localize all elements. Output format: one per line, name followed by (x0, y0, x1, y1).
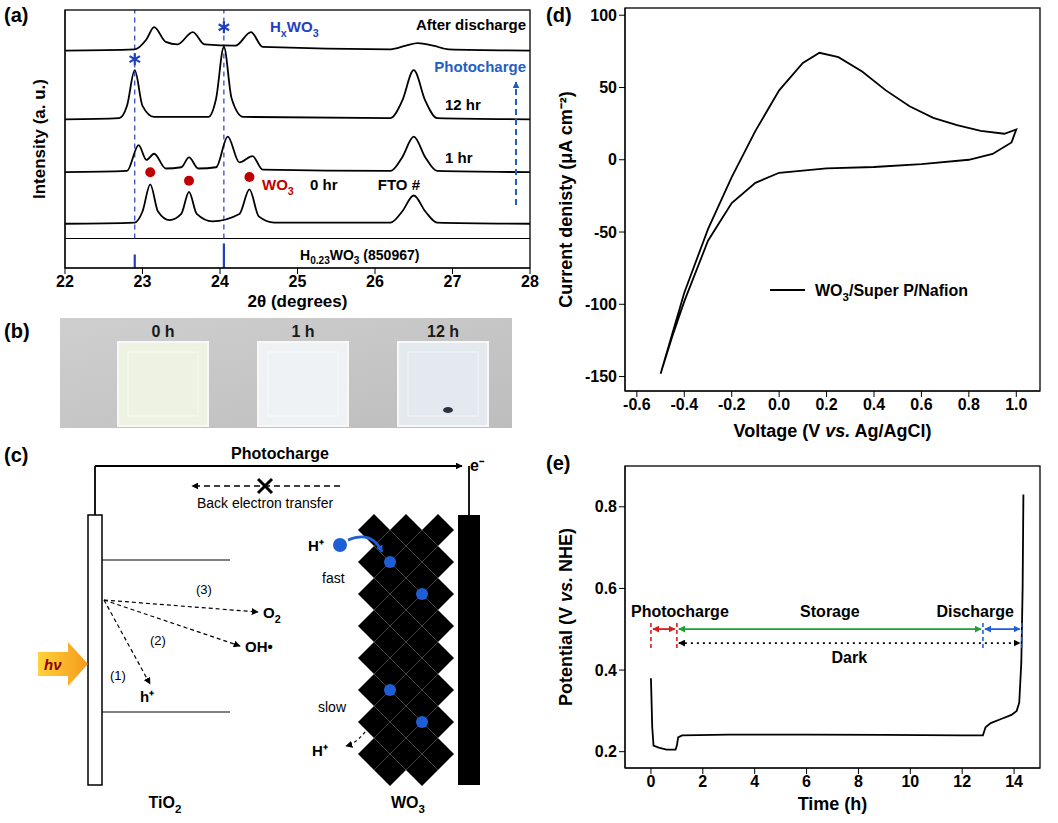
svg-text:-0.2: -0.2 (718, 396, 746, 413)
svg-text:Photocharge: Photocharge (631, 603, 729, 620)
svg-text:28: 28 (521, 273, 539, 290)
svg-text:Time (h): Time (h) (798, 794, 868, 814)
svg-text:100: 100 (590, 7, 617, 24)
svg-text:12 h: 12 h (427, 323, 459, 340)
svg-text:27: 27 (444, 273, 462, 290)
svg-text:-0.4: -0.4 (670, 396, 698, 413)
svg-text:0: 0 (646, 773, 655, 790)
svg-text:50: 50 (599, 79, 617, 96)
svg-text:h⁺: h⁺ (140, 688, 154, 705)
svg-text:2: 2 (698, 773, 707, 790)
svg-text:24: 24 (211, 273, 229, 290)
svg-text:0.0: 0.0 (768, 396, 790, 413)
svg-text:1 h: 1 h (291, 323, 314, 340)
svg-text:Potential (V vs. NHE): Potential (V vs. NHE) (556, 528, 576, 706)
svg-text:0.2: 0.2 (815, 396, 837, 413)
svg-text:Back electron transfer: Back electron transfer (197, 495, 334, 511)
svg-text:23: 23 (134, 273, 152, 290)
svg-text:FTO #: FTO # (378, 176, 421, 193)
svg-text:0 h: 0 h (151, 323, 174, 340)
svg-text:4: 4 (750, 773, 759, 790)
svg-text:HxWO3: HxWO3 (270, 18, 319, 39)
svg-text:(b): (b) (4, 320, 30, 342)
svg-text:(1): (1) (110, 668, 126, 683)
svg-text:fast: fast (322, 570, 345, 586)
svg-text:10: 10 (901, 773, 919, 790)
svg-text:WO3: WO3 (391, 794, 425, 815)
svg-text:Current denisty (μA cm⁻²): Current denisty (μA cm⁻²) (556, 91, 576, 307)
svg-text:WO3/Super P/Nafion: WO3/Super P/Nafion (815, 282, 968, 303)
svg-text:0.6: 0.6 (910, 396, 932, 413)
svg-text:0.8: 0.8 (958, 396, 980, 413)
svg-text:Voltage (V vs. Ag/AgCl): Voltage (V vs. Ag/AgCl) (733, 421, 931, 441)
svg-text:Intensity (a. u.): Intensity (a. u.) (30, 79, 49, 199)
svg-text:1 hr: 1 hr (445, 149, 473, 166)
svg-text:e⁻: e⁻ (470, 457, 485, 474)
svg-text:(e): (e) (546, 452, 570, 474)
svg-text:Photocharge: Photocharge (231, 445, 329, 462)
svg-text:6: 6 (802, 773, 811, 790)
svg-text:Dark: Dark (832, 649, 868, 666)
svg-text:0.4: 0.4 (595, 662, 617, 679)
svg-text:-100: -100 (585, 296, 617, 313)
svg-text:OH•: OH• (245, 638, 273, 655)
svg-text:2θ (degrees): 2θ (degrees) (248, 292, 348, 311)
svg-text:O2: O2 (263, 604, 281, 625)
svg-text:(3): (3) (196, 582, 212, 597)
svg-text:(a): (a) (4, 4, 28, 26)
svg-text:Photocharge: Photocharge (434, 58, 526, 75)
svg-text:-150: -150 (585, 368, 617, 385)
svg-text:0.8: 0.8 (595, 498, 617, 515)
svg-text:26: 26 (366, 273, 384, 290)
svg-text:0 hr: 0 hr (310, 176, 338, 193)
svg-text:0.4: 0.4 (863, 396, 885, 413)
svg-text:12 hr: 12 hr (445, 96, 481, 113)
svg-text:H0.23WO3 (850967): H0.23WO3 (850967) (300, 247, 419, 266)
svg-text:slow: slow (318, 699, 347, 715)
svg-text:(2): (2) (150, 633, 166, 648)
svg-text:WO3: WO3 (262, 176, 294, 197)
svg-text:H⁺: H⁺ (308, 537, 324, 554)
svg-text:1.0: 1.0 (1005, 396, 1027, 413)
svg-text:0.2: 0.2 (595, 743, 617, 760)
svg-text:TiO2: TiO2 (149, 794, 182, 815)
svg-text:-50: -50 (594, 224, 617, 241)
svg-text:Discharge: Discharge (936, 603, 1013, 620)
svg-text:After discharge: After discharge (416, 16, 526, 33)
svg-text:8: 8 (854, 773, 863, 790)
svg-text:-0.6: -0.6 (623, 396, 651, 413)
svg-text:H⁺: H⁺ (312, 742, 328, 759)
svg-text:hν: hν (44, 656, 62, 673)
svg-text:(c): (c) (4, 444, 28, 466)
svg-text:0.6: 0.6 (595, 580, 617, 597)
svg-text:12: 12 (953, 773, 971, 790)
svg-text:22: 22 (56, 273, 74, 290)
svg-text:14: 14 (1005, 773, 1023, 790)
svg-text:Storage: Storage (800, 603, 860, 620)
svg-text:(d): (d) (546, 4, 572, 26)
svg-text:25: 25 (289, 273, 307, 290)
svg-text:0: 0 (608, 151, 617, 168)
